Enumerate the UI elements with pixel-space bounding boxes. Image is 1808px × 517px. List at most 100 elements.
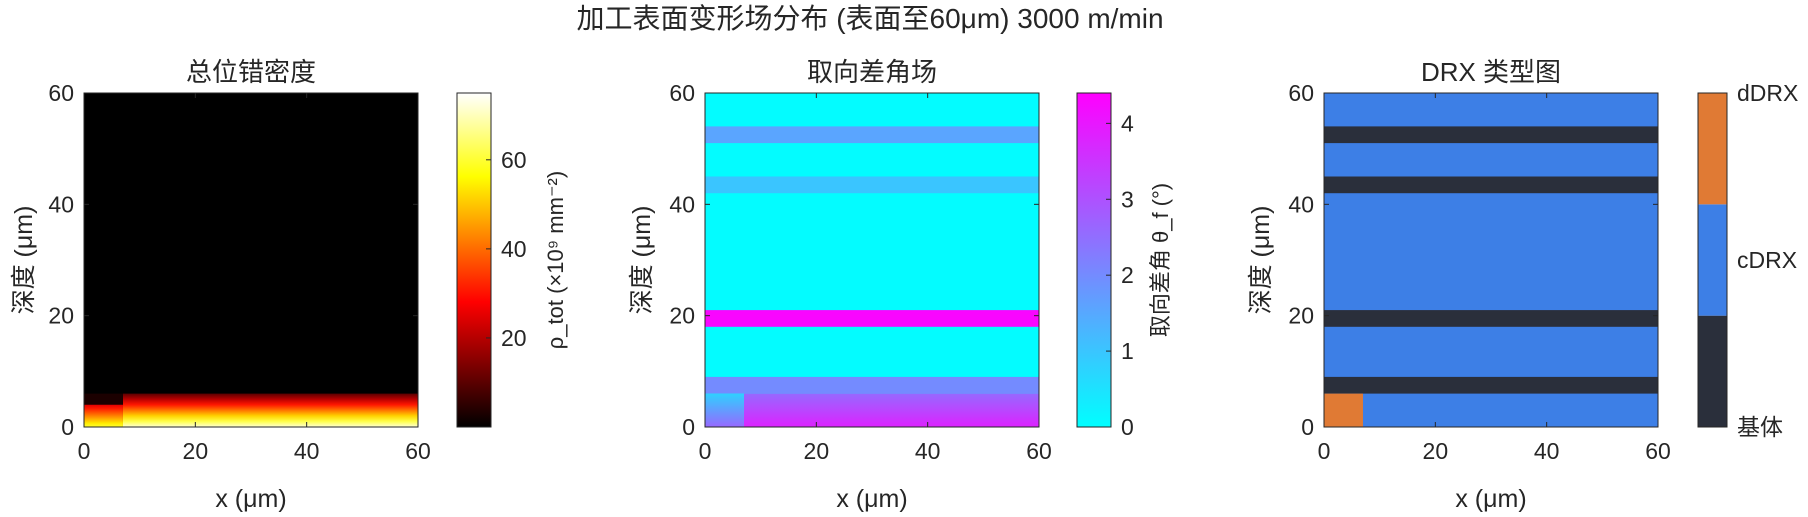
heatmap-region — [84, 404, 123, 427]
misorientation-band — [705, 376, 1039, 394]
x-tick-label: 60 — [1026, 438, 1052, 464]
panel-2-colorbar-ticks: 0 1 2 3 4 — [1106, 110, 1134, 440]
x-tick-label: 60 — [405, 438, 431, 464]
colorbar-tick-label: 20 — [501, 325, 527, 351]
y-tick-label: 20 — [1288, 303, 1314, 329]
x-tick-label: 20 — [804, 438, 830, 464]
panel-2-y-ticks: 0 20 40 60 — [669, 80, 1039, 440]
panel-3-frame — [1323, 92, 1659, 428]
drx-region — [1324, 393, 1363, 427]
panel-2-colorbar-label: 取向差角 θ_f (°) — [1148, 183, 1173, 337]
y-tick-label: 60 — [48, 80, 74, 106]
x-tick-label: 40 — [1534, 438, 1560, 464]
panel-2-regions — [705, 393, 1039, 427]
colorbar-segment — [1698, 204, 1727, 316]
panel-1-colorbar-ticks: 20 40 60 — [486, 147, 527, 351]
y-tick-label: 40 — [48, 191, 74, 217]
panel-3-colorbar-frame — [1697, 92, 1728, 428]
colorbar-tick-label: 1 — [1121, 338, 1134, 364]
panel-dislocation-density: 总位错密度 0 20 40 60 0 20 40 60 x (μm) 深度 (μm) 20 4… — [10, 57, 568, 513]
x-tick-label: 0 — [78, 438, 91, 464]
heatmap-region — [743, 393, 1039, 427]
heatmap-region — [84, 93, 418, 394]
x-tick-label: 40 — [294, 438, 320, 464]
panel-1-frame — [83, 92, 419, 428]
panel-1-y-label: 深度 (μm) — [10, 206, 38, 315]
panel-3-title: DRX 类型图 — [1421, 57, 1561, 87]
panel-1-colorbar-label: ρ_tot (×10⁹ mm⁻²) — [543, 171, 568, 349]
figure-title: 加工表面变形场分布 (表面至60μm) 3000 m/min — [576, 3, 1163, 34]
colorbar-category-label: cDRX — [1737, 247, 1797, 273]
y-tick-label: 0 — [1301, 414, 1314, 440]
y-tick-label: 40 — [669, 191, 695, 217]
panel-1-title: 总位错密度 — [186, 57, 316, 87]
y-tick-label: 60 — [669, 80, 695, 106]
panel-1-colorbar: 20 40 60 ρ_tot (×10⁹ mm⁻²) — [456, 92, 568, 428]
panel-1-regions — [84, 93, 418, 427]
panel-2-title: 取向差角场 — [807, 57, 937, 87]
y-tick-label: 60 — [1288, 80, 1314, 106]
misorientation-band — [705, 126, 1039, 144]
x-tick-label: 0 — [699, 438, 712, 464]
panel-misorientation: 取向差角场 0 20 40 60 0 20 40 60 x (μm) 深度 (μm) 0 1 2… — [628, 57, 1173, 513]
panel-3-colorbar-labels: 基体 cDRX dDRX — [1737, 80, 1798, 440]
y-tick-label: 0 — [61, 414, 74, 440]
panel-drx-type: DRX 类型图 0 20 40 60 0 20 40 60 x (μm) 深度 (μm) 基… — [1247, 57, 1798, 513]
x-tick-label: 20 — [183, 438, 209, 464]
colorbar-tick-label: 4 — [1121, 110, 1134, 136]
panel-1-x-label: x (μm) — [215, 485, 286, 513]
panel-3-y-ticks: 0 20 40 60 — [1288, 80, 1658, 440]
colorbar-segment — [1698, 315, 1727, 427]
colorbar-category-label: dDRX — [1737, 80, 1798, 106]
panel-2-plot — [704, 92, 1040, 428]
panel-3-colorbar-segments — [1698, 93, 1727, 427]
y-tick-label: 40 — [1288, 191, 1314, 217]
panel-2-bg — [705, 93, 1039, 427]
drx-band — [1324, 376, 1658, 394]
colorbar-tick-label: 3 — [1121, 186, 1134, 212]
colorbar-tick-label: 2 — [1121, 262, 1134, 288]
panel-3-x-ticks: 0 20 40 60 — [1318, 93, 1671, 464]
panel-3-regions — [1324, 393, 1363, 427]
panel-1-y-ticks: 0 20 40 60 — [48, 80, 418, 440]
panel-3-plot — [1323, 92, 1659, 428]
x-tick-label: 60 — [1645, 438, 1671, 464]
panel-1-plot — [83, 92, 419, 428]
panel-3-colorbar: 基体 cDRX dDRX — [1697, 80, 1798, 440]
colorbar-category-label: 基体 — [1737, 414, 1783, 440]
panel-2-frame — [704, 92, 1040, 428]
colorbar-tick-label: 0 — [1121, 414, 1134, 440]
y-tick-label: 0 — [682, 414, 695, 440]
panel-3-bg — [1324, 93, 1658, 427]
misorientation-band — [705, 176, 1039, 194]
colorbar-segment — [1698, 93, 1727, 205]
panel-1-colorbar-fill — [457, 93, 491, 427]
heatmap-region — [84, 393, 123, 405]
panel-1-x-ticks: 0 20 40 60 — [78, 93, 431, 464]
heatmap-region — [705, 393, 744, 427]
panel-2-colorbar-fill — [1077, 93, 1111, 427]
x-tick-label: 40 — [915, 438, 941, 464]
x-tick-label: 20 — [1423, 438, 1449, 464]
panel-2-colorbar-frame — [1076, 92, 1112, 428]
panel-2-y-label: 深度 (μm) — [628, 206, 656, 315]
drx-band — [1324, 310, 1658, 327]
panel-1-colorbar-frame — [456, 92, 492, 428]
misorientation-band — [705, 310, 1039, 327]
drx-band — [1324, 126, 1658, 144]
panel-2-bands — [705, 126, 1039, 394]
panel-3-bands — [1324, 126, 1658, 394]
colorbar-tick-label: 60 — [501, 147, 527, 173]
colorbar-tick-label: 40 — [501, 236, 527, 262]
panel-2-colorbar: 0 1 2 3 4 取向差角 θ_f (°) — [1076, 92, 1173, 440]
y-tick-label: 20 — [48, 303, 74, 329]
x-tick-label: 0 — [1318, 438, 1331, 464]
panel-2-x-ticks: 0 20 40 60 — [699, 93, 1052, 464]
panel-2-x-label: x (μm) — [836, 485, 907, 513]
drx-band — [1324, 176, 1658, 194]
heatmap-region — [122, 393, 418, 427]
y-tick-label: 20 — [669, 303, 695, 329]
panel-3-y-label: 深度 (μm) — [1247, 206, 1275, 315]
panel-3-x-label: x (μm) — [1455, 485, 1526, 513]
